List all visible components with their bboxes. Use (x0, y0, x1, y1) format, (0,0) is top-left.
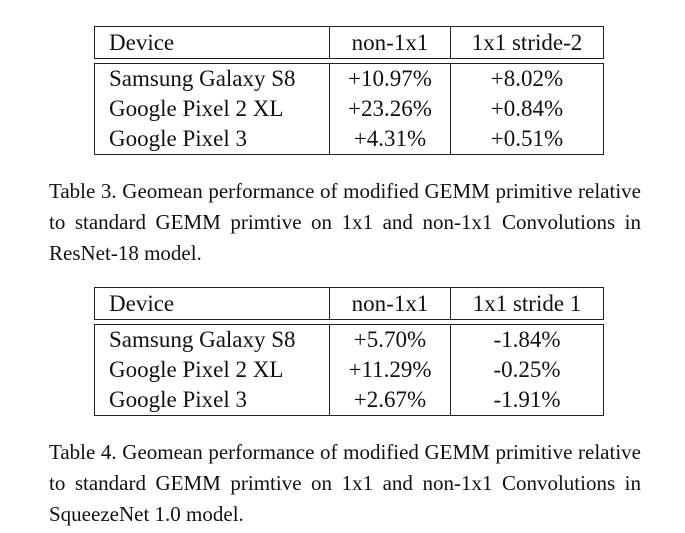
table-row: Google Pixel 3 +4.31% +0.51% (94, 124, 604, 155)
1x1-cell: +0.84% (450, 94, 604, 124)
1x1-cell: +8.02% (450, 64, 604, 94)
1x1-cell: +0.51% (450, 124, 604, 155)
header-device: Device (94, 26, 329, 59)
header-non-1x1: non-1x1 (329, 26, 450, 59)
1x1-cell: -1.91% (450, 385, 604, 416)
table-4-caption: Table 4. Geomean performance of modified… (49, 440, 641, 526)
device-cell: Google Pixel 2 XL (94, 94, 329, 124)
header-1x1-stride: 1x1 stride-2 (450, 26, 604, 59)
non-1x1-cell: +11.29% (329, 355, 450, 385)
device-cell: Google Pixel 2 XL (94, 355, 329, 385)
header-non-1x1: non-1x1 (329, 287, 450, 320)
table-row: Samsung Galaxy S8 +10.97% +8.02% (94, 64, 604, 94)
device-cell: Google Pixel 3 (94, 385, 329, 416)
device-cell: Samsung Galaxy S8 (94, 64, 329, 94)
table-header-row: Device non-1x1 1x1 stride-2 (94, 26, 604, 59)
device-cell: Google Pixel 3 (94, 124, 329, 155)
header-device: Device (94, 287, 329, 320)
device-cell: Samsung Galaxy S8 (94, 325, 329, 355)
non-1x1-cell: +5.70% (329, 325, 450, 355)
table-header-row: Device non-1x1 1x1 stride 1 (94, 287, 604, 320)
non-1x1-cell: +10.97% (329, 64, 450, 94)
1x1-cell: -1.84% (450, 325, 604, 355)
header-1x1-stride: 1x1 stride 1 (450, 287, 604, 320)
table-row: Samsung Galaxy S8 +5.70% -1.84% (94, 325, 604, 355)
table-row: Google Pixel 2 XL +11.29% -0.25% (94, 355, 604, 385)
non-1x1-cell: +23.26% (329, 94, 450, 124)
non-1x1-cell: +2.67% (329, 385, 450, 416)
non-1x1-cell: +4.31% (329, 124, 450, 155)
table-row: Google Pixel 3 +2.67% -1.91% (94, 385, 604, 416)
1x1-cell: -0.25% (450, 355, 604, 385)
table-row: Google Pixel 2 XL +23.26% +0.84% (94, 94, 604, 124)
table-3: Device non-1x1 1x1 stride-2 Samsung Gala… (94, 26, 604, 155)
table-3-caption: Table 3. Geomean performance of modified… (49, 179, 641, 265)
table-4: Device non-1x1 1x1 stride 1 Samsung Gala… (94, 287, 604, 416)
